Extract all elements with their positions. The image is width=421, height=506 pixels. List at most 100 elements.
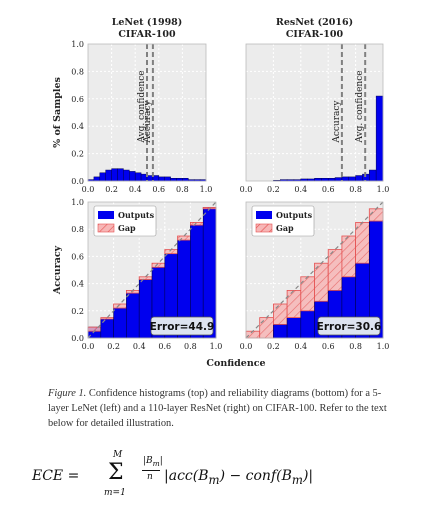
gap-bar	[113, 303, 127, 309]
plot-background	[246, 44, 383, 181]
caption-text: Confidence histograms (top) and reliabil…	[48, 388, 387, 429]
histogram-bar	[99, 172, 106, 182]
plot-frame	[245, 201, 384, 339]
gap-bar	[245, 330, 261, 339]
y-tick-label: 0.0	[71, 177, 84, 186]
gap-bar	[151, 262, 166, 268]
gap-bar	[341, 235, 356, 278]
panel-subtitle: CIFAR-100	[286, 29, 344, 40]
x-tick-label: 0.8	[184, 342, 197, 351]
fraction-bar	[142, 470, 160, 471]
panel-subtitle: CIFAR-100	[118, 29, 176, 40]
histogram-bar	[355, 175, 363, 182]
legend-label: Outputs	[276, 210, 313, 220]
histogram-bar	[158, 176, 165, 182]
x-tick-label: 0.0	[82, 185, 95, 194]
formula-body: |acc(Bm) − conf(Bm)|	[164, 468, 314, 487]
outputs-bar	[113, 307, 127, 339]
gap-bar	[259, 317, 274, 339]
vline-label: Accuracy	[143, 100, 153, 144]
x-tick-label: 0.6	[322, 185, 335, 194]
legend-swatch-outputs	[98, 211, 114, 219]
histogram-bar	[105, 169, 112, 182]
x-tick-label: 0.4	[129, 185, 142, 194]
panel-bottom-right: 0.0 0.2 0.4 0.6 0.8 1.0 Confidence Outputs Gap Er…	[206, 201, 390, 369]
y-tick-label: 1.0	[71, 40, 84, 49]
histogram-bar	[375, 95, 384, 182]
x-tick-label: 1.0	[200, 185, 213, 194]
vline-label: Avg. confidence	[355, 70, 365, 143]
gap-bar	[138, 276, 153, 280]
x-tick-label: 0.0	[240, 342, 253, 351]
histogram-bar	[123, 169, 130, 182]
gap-bar	[286, 289, 302, 318]
x-tick-label: 0.0	[240, 185, 253, 194]
panel-title: ResNet (2016)	[276, 17, 353, 28]
error-box	[150, 316, 214, 336]
x-tick-label: 0.4	[133, 342, 146, 351]
panel-title: LeNet (1998)	[112, 17, 183, 28]
plot-frame	[245, 43, 384, 182]
panel-bottom-left: 0.0 0.2 0.4 0.6 0.8 1.0 0.0 0.2 0.4 0.6 0.8 1.0 Accu…	[52, 198, 222, 351]
y-tick-label: 0.6	[71, 252, 84, 261]
histogram-bar	[111, 168, 118, 182]
histogram-bar	[170, 178, 177, 182]
x-tick-label: 0.6	[322, 342, 335, 351]
outputs-bar	[300, 310, 315, 339]
y-axis-label: % of Samples	[52, 77, 63, 148]
formula-lhs: ECE =	[32, 468, 80, 484]
legend: Outputs Gap	[251, 205, 315, 237]
gap-bar	[272, 303, 288, 325]
x-tick-label: 0.0	[82, 342, 95, 351]
vline-label: Accuracy	[332, 100, 342, 144]
sum-lower: m=1	[104, 488, 126, 498]
fraction-denominator: n	[147, 472, 153, 482]
sum-upper: M	[113, 450, 123, 460]
histogram-bar	[334, 177, 343, 182]
figure-caption: Figure 1. Confidence histograms (top) an…	[48, 386, 393, 431]
gap-bar	[355, 221, 370, 264]
gap-bar	[189, 221, 204, 226]
histogram-bar	[321, 178, 329, 182]
x-tick-label: 0.4	[294, 342, 307, 351]
panel-top-right: Accuracy Avg. confidence 0.0 0.2 0.4 0.6 0.8 1.…	[240, 17, 390, 194]
x-tick-label: 0.2	[267, 185, 280, 194]
histogram-bar	[369, 169, 377, 182]
error-annotation: Error=30.6	[317, 321, 382, 333]
legend: Outputs Gap	[93, 205, 157, 237]
outputs-bar	[286, 317, 302, 339]
x-tick-label: 0.8	[349, 185, 362, 194]
x-axis-label: Confidence	[206, 358, 265, 369]
sum-symbol: Σ	[108, 460, 124, 485]
legend-swatch-outputs	[256, 211, 272, 219]
y-tick-label: 0.2	[71, 150, 84, 159]
y-tick-label: 0.4	[71, 280, 84, 289]
y-tick-label: 0.8	[71, 225, 84, 234]
fraction-numerator: |Bm|	[143, 456, 163, 468]
x-tick-label: 0.6	[158, 342, 171, 351]
x-tick-label: 0.8	[349, 342, 362, 351]
y-tick-label: 0.2	[71, 307, 84, 316]
y-tick-label: 0.0	[71, 334, 84, 343]
histogram-bar	[182, 178, 189, 182]
y-tick-label: 0.8	[71, 67, 84, 76]
x-tick-label: 0.2	[267, 342, 280, 351]
gap-bar	[177, 235, 191, 241]
y-tick-label: 0.4	[71, 122, 84, 131]
vline-label: Avg. confidence	[137, 70, 147, 143]
gap-bar	[314, 262, 329, 302]
plot-frame	[87, 43, 207, 182]
y-tick-label: 0.6	[71, 95, 84, 104]
plot-frame	[87, 201, 217, 339]
x-tick-label: 1.0	[377, 185, 390, 194]
error-box	[317, 316, 381, 336]
x-tick-label: 0.4	[294, 185, 307, 194]
outputs-bar	[126, 292, 140, 339]
x-tick-label: 1.0	[377, 342, 390, 351]
x-tick-label: 0.8	[176, 185, 189, 194]
y-axis-label: Accuracy	[52, 245, 63, 295]
caption-label: Figure 1.	[48, 388, 87, 399]
histogram-bar	[93, 176, 101, 182]
outputs-bar	[273, 324, 288, 339]
